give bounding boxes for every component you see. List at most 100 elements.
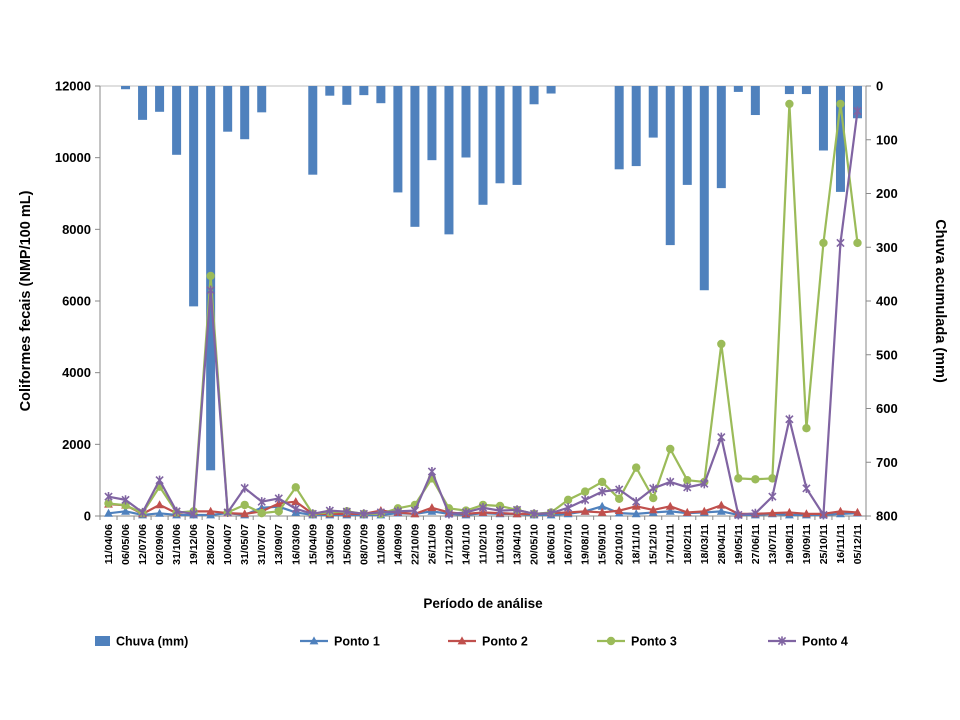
- series-marker: [342, 507, 351, 517]
- series-marker: [836, 238, 845, 248]
- series-marker: [734, 510, 743, 520]
- series-marker: [495, 506, 505, 516]
- x-tick-label: 16/03/09: [290, 524, 302, 565]
- x-tick-label: 13/07/11: [767, 524, 779, 564]
- x-tick-label: 15/12/10: [648, 524, 660, 565]
- series-marker: [376, 507, 386, 518]
- series-marker: [546, 508, 556, 518]
- y-tick-label-right: 800: [876, 509, 898, 524]
- series-marker: [802, 483, 811, 494]
- y-tick-label-left: 6000: [62, 294, 91, 309]
- series-marker: [121, 495, 130, 505]
- legend: Chuva (mm) Ponto 1 Ponto 2 Ponto 3 Ponto 4: [95, 635, 848, 649]
- x-tick-label: 18/11/10: [631, 524, 643, 564]
- series-marker: [155, 475, 164, 485]
- y-tick-label-right: 600: [876, 401, 898, 416]
- series-marker: [751, 475, 760, 484]
- y-tick-label-right: 300: [876, 240, 898, 255]
- rain-bar: [699, 86, 709, 291]
- x-tick-label: 17/01/11: [665, 524, 677, 564]
- rain-bar: [223, 86, 233, 132]
- series-marker: [597, 477, 607, 487]
- series-marker: [665, 506, 675, 515]
- y-tick-label-left: 4000: [62, 365, 91, 380]
- series-marker: [598, 487, 607, 497]
- x-tick-label: 13/09/07: [273, 524, 285, 565]
- series-marker: [104, 492, 113, 502]
- x-tick-label: 19/09/11: [801, 524, 813, 564]
- series-marker: [155, 500, 164, 509]
- series-marker: [614, 494, 624, 503]
- rain-bar: [257, 86, 267, 113]
- x-tick-label: 25/10/11: [818, 524, 830, 564]
- series-marker: [751, 508, 760, 518]
- series-marker: [257, 508, 266, 518]
- legend-label: Ponto 3: [631, 635, 677, 649]
- legend-marker-icon: [457, 636, 467, 645]
- x-tick-label: 17/12/09: [443, 524, 455, 565]
- series-marker: [649, 483, 658, 494]
- series-marker: [699, 506, 709, 515]
- series-marker: [444, 509, 454, 519]
- x-tick-label: 14/09/09: [392, 524, 404, 565]
- legend-bar-swatch-icon: [95, 636, 110, 646]
- x-tick-label: 18/03/11: [699, 524, 711, 564]
- rain-bar: [342, 86, 352, 105]
- rain-bar: [359, 86, 369, 96]
- series-marker: [648, 505, 658, 514]
- rain-bar: [189, 86, 199, 307]
- series-marker: [785, 507, 794, 516]
- series-marker: [802, 424, 811, 433]
- series-marker: [853, 106, 862, 116]
- series: [104, 86, 862, 520]
- y-tick-label-right: 100: [876, 132, 898, 147]
- series-marker: [716, 506, 726, 515]
- series-marker: [802, 509, 811, 518]
- legend-marker-icon: [309, 636, 319, 645]
- series-marker: [767, 508, 777, 517]
- series-marker: [768, 474, 777, 483]
- series-marker: [563, 503, 573, 513]
- x-tick-label: 13/04/10: [512, 524, 524, 565]
- rain-bar: [410, 86, 420, 227]
- legend-marker-icon: [606, 636, 616, 646]
- series-marker: [427, 466, 437, 477]
- x-tick-label: 11/08/09: [375, 524, 387, 564]
- x-tick-label: 19/08/11: [784, 524, 796, 564]
- rain-bar: [478, 86, 488, 205]
- legend-label: Chuva (mm): [116, 635, 188, 649]
- series-marker: [189, 509, 198, 519]
- x-tick-label: 27/06/11: [750, 524, 762, 564]
- rain-bar: [427, 86, 437, 161]
- legend-label: Ponto 4: [802, 635, 848, 649]
- series-marker: [240, 509, 250, 518]
- series-marker: [155, 508, 164, 517]
- y-tick-label-left: 0: [84, 509, 91, 524]
- series-marker: [853, 507, 862, 516]
- series-marker: [768, 492, 777, 502]
- series-marker: [666, 444, 675, 454]
- series-marker: [717, 339, 726, 349]
- series-marker: [665, 501, 675, 510]
- series-marker: [785, 414, 794, 424]
- y-tick-label-left: 10000: [55, 150, 91, 165]
- series-marker: [121, 501, 130, 510]
- line-series-ponto-4: [104, 106, 862, 520]
- series-marker: [291, 504, 300, 514]
- series-marker: [631, 509, 641, 518]
- legend-label: Ponto 2: [482, 635, 528, 649]
- series-marker: [785, 99, 794, 109]
- rain-bar: [750, 86, 760, 116]
- x-tick-label: 12/07/06: [137, 524, 149, 565]
- legend-item-ponto-4: Ponto 4: [768, 635, 848, 649]
- rain-bar: [393, 86, 403, 193]
- x-tick-label: 22/10/09: [409, 524, 421, 565]
- rain-bar: [818, 86, 828, 151]
- series-marker: [700, 479, 709, 489]
- rain-bar: [665, 86, 675, 246]
- series-marker: [223, 507, 232, 518]
- x-tick-label: 20/05/10: [529, 524, 541, 565]
- rain-bar: [852, 86, 862, 119]
- legend-item-ponto-3: Ponto 3: [597, 635, 677, 649]
- series-marker: [683, 475, 692, 485]
